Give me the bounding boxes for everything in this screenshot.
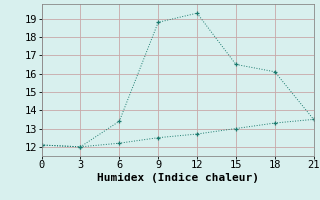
- X-axis label: Humidex (Indice chaleur): Humidex (Indice chaleur): [97, 173, 259, 183]
